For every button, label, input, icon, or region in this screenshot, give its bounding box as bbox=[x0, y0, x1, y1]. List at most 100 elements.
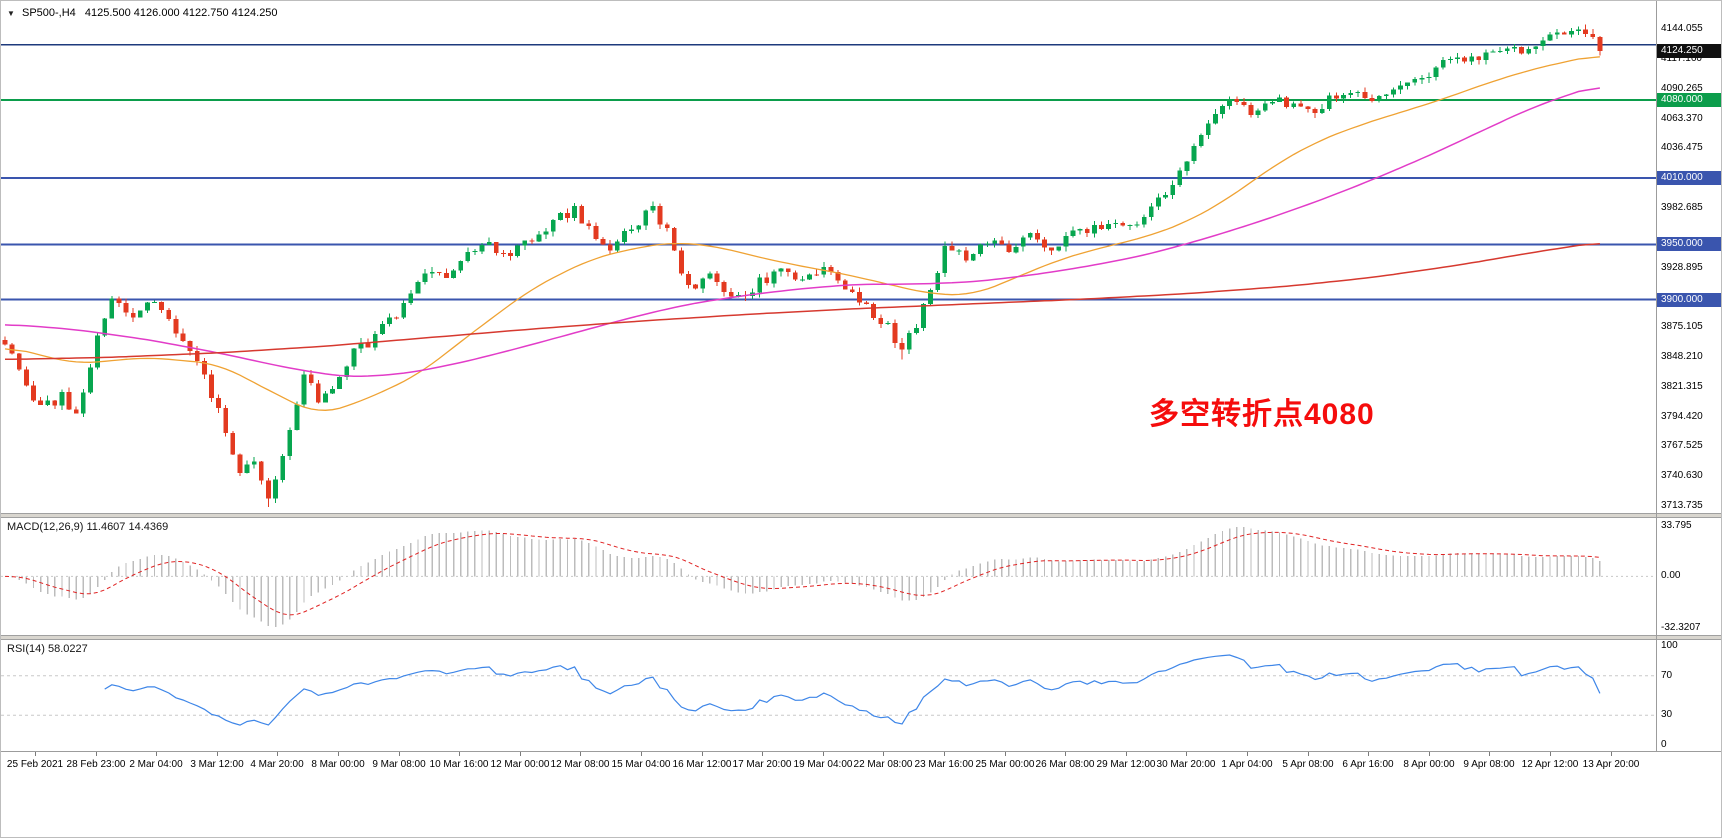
mid-ma-line[interactable] bbox=[4, 87, 1601, 377]
time-tick bbox=[944, 752, 945, 756]
time-tick-label: 28 Feb 23:00 bbox=[66, 759, 126, 770]
current-price-box: 4124.250 bbox=[1657, 44, 1721, 58]
symbol-timeframe: SP500-,H4 bbox=[21, 7, 76, 19]
time-tick bbox=[399, 752, 400, 756]
time-tick bbox=[156, 752, 157, 756]
time-tick-label: 15 Mar 04:00 bbox=[611, 759, 671, 770]
rsi-canvas[interactable] bbox=[1, 641, 1656, 751]
price-axis[interactable]: 3713.735 3740.630 3767.525 3794.420 3821.315… bbox=[1657, 1, 1721, 751]
annotation-text[interactable]: 多空转折点4080 bbox=[1149, 398, 1375, 431]
time-tick bbox=[1005, 752, 1006, 756]
slow-ma-line[interactable] bbox=[4, 242, 1600, 361]
macd-label: MACD(12,26,9) 11.4607 14.4369 bbox=[7, 521, 169, 533]
rsi-axis-label: 0 bbox=[1661, 739, 1667, 750]
line-price-box: 3900.000 bbox=[1657, 293, 1721, 307]
pane-separator[interactable] bbox=[1, 513, 1721, 518]
time-tick-label: 16 Mar 12:00 bbox=[672, 759, 732, 770]
time-tick bbox=[702, 752, 703, 756]
time-tick bbox=[1308, 752, 1309, 756]
time-tick-label: 4 Mar 20:00 bbox=[250, 759, 304, 770]
time-tick-label: 10 Mar 16:00 bbox=[429, 759, 489, 770]
time-tick bbox=[762, 752, 763, 756]
price-tick-label: 4090.265 bbox=[1661, 83, 1703, 94]
time-tick bbox=[277, 752, 278, 756]
line-price-box: 4080.000 bbox=[1657, 93, 1721, 107]
ohlc-readout: 4125.500 4126.000 4122.750 4124.250 bbox=[84, 7, 278, 19]
time-tick bbox=[823, 752, 824, 756]
time-tick bbox=[459, 752, 460, 756]
time-tick bbox=[580, 752, 581, 756]
time-tick bbox=[1611, 752, 1612, 756]
time-tick-label: 29 Mar 12:00 bbox=[1096, 759, 1156, 770]
time-tick-label: 12 Mar 08:00 bbox=[550, 759, 610, 770]
time-tick-label: 13 Apr 20:00 bbox=[1582, 759, 1640, 770]
rsi-axis-label: 70 bbox=[1661, 670, 1673, 681]
price-tick-label: 3848.210 bbox=[1661, 351, 1703, 362]
price-tick-label: 4036.475 bbox=[1661, 142, 1703, 153]
price-tick-label: 4144.055 bbox=[1661, 23, 1703, 34]
rsi-label: RSI(14) 58.0227 bbox=[7, 643, 88, 655]
time-tick bbox=[338, 752, 339, 756]
line-price-box: 4010.000 bbox=[1657, 171, 1721, 185]
price-tick-label: 3713.735 bbox=[1661, 500, 1703, 511]
rsi-axis-label: 30 bbox=[1661, 709, 1673, 720]
time-tick bbox=[1429, 752, 1430, 756]
time-tick-label: 19 Mar 04:00 bbox=[793, 759, 853, 770]
time-tick-label: 22 Mar 08:00 bbox=[853, 759, 913, 770]
time-axis[interactable]: 25 Feb 2021 28 Feb 23:00 2 Mar 04:00 3 Mar … bbox=[1, 751, 1721, 837]
time-tick-label: 12 Apr 12:00 bbox=[1521, 759, 1579, 770]
price-tick-label: 3821.315 bbox=[1661, 381, 1703, 392]
price-tick-label: 3794.420 bbox=[1661, 411, 1703, 422]
price-tick-label: 3982.685 bbox=[1661, 202, 1703, 213]
time-tick-label: 5 Apr 08:00 bbox=[1282, 759, 1334, 770]
time-tick-label: 2 Mar 04:00 bbox=[129, 759, 183, 770]
time-tick bbox=[641, 752, 642, 756]
time-tick-label: 9 Apr 08:00 bbox=[1463, 759, 1515, 770]
time-tick-label: 23 Mar 16:00 bbox=[914, 759, 974, 770]
price-tick-label: 4117.160 bbox=[1661, 53, 1702, 64]
rsi-line bbox=[104, 654, 1601, 726]
time-tick bbox=[883, 752, 884, 756]
main-chart-canvas[interactable] bbox=[1, 1, 1656, 513]
time-tick bbox=[96, 752, 97, 756]
time-tick bbox=[1368, 752, 1369, 756]
time-tick bbox=[1489, 752, 1490, 756]
symbol-info: ▼ SP500-,H4 4125.500 4126.000 4122.750 4… bbox=[7, 7, 284, 19]
time-tick-label: 25 Mar 00:00 bbox=[975, 759, 1035, 770]
rsi-axis-label: 100 bbox=[1661, 640, 1678, 651]
candlesticks bbox=[2, 24, 1603, 507]
time-tick bbox=[1065, 752, 1066, 756]
time-tick bbox=[35, 752, 36, 756]
price-tick-label: 3740.630 bbox=[1661, 470, 1703, 481]
price-tick-label: 3767.525 bbox=[1661, 440, 1703, 451]
time-tick bbox=[1126, 752, 1127, 756]
time-tick-label: 8 Apr 00:00 bbox=[1403, 759, 1455, 770]
symbol-dropdown-icon[interactable]: ▼ bbox=[7, 9, 15, 18]
time-tick-label: 26 Mar 08:00 bbox=[1035, 759, 1095, 770]
time-tick-label: 8 Mar 00:00 bbox=[311, 759, 365, 770]
time-tick bbox=[1186, 752, 1187, 756]
time-tick-label: 25 Feb 2021 bbox=[6, 759, 64, 770]
macd-signal-line bbox=[4, 531, 1600, 616]
axis-divider bbox=[1656, 1, 1657, 751]
time-tick-label: 9 Mar 08:00 bbox=[372, 759, 426, 770]
price-tick-label: 3875.105 bbox=[1661, 321, 1703, 332]
time-tick-label: 30 Mar 20:00 bbox=[1156, 759, 1216, 770]
macd-canvas[interactable] bbox=[1, 519, 1656, 635]
price-tick-label: 3928.895 bbox=[1661, 262, 1703, 273]
fast-ma-line[interactable] bbox=[4, 56, 1600, 411]
macd-axis-label: -32.3207 bbox=[1661, 622, 1701, 633]
macd-histogram bbox=[11, 527, 1601, 627]
macd-axis-label: 0.00 bbox=[1661, 570, 1681, 581]
time-tick-label: 12 Mar 00:00 bbox=[490, 759, 550, 770]
macd-axis-label: 33.795 bbox=[1661, 520, 1692, 531]
time-tick-label: 1 Apr 04:00 bbox=[1221, 759, 1273, 770]
time-tick-label: 17 Mar 20:00 bbox=[732, 759, 792, 770]
time-tick bbox=[1247, 752, 1248, 756]
time-tick-label: 6 Apr 16:00 bbox=[1342, 759, 1394, 770]
price-tick-label: 4063.370 bbox=[1661, 113, 1703, 124]
pane-separator[interactable] bbox=[1, 635, 1721, 640]
time-tick-label: 3 Mar 12:00 bbox=[190, 759, 244, 770]
time-tick bbox=[1550, 752, 1551, 756]
